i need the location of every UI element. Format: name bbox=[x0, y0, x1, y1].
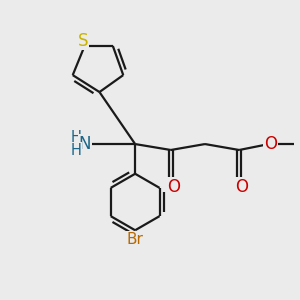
Text: S: S bbox=[78, 32, 88, 50]
Text: Br: Br bbox=[127, 232, 144, 247]
Text: O: O bbox=[235, 178, 248, 196]
Text: N: N bbox=[78, 135, 91, 153]
Text: O: O bbox=[167, 178, 180, 196]
Text: O: O bbox=[264, 135, 277, 153]
Text: H: H bbox=[70, 130, 81, 145]
Text: H: H bbox=[70, 143, 81, 158]
